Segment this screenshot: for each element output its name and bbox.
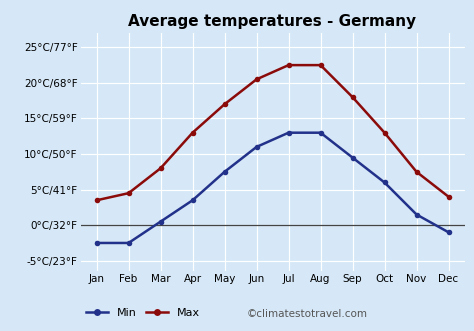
- Max: [94, 198, 100, 202]
- Max: [414, 170, 419, 174]
- Max: [446, 195, 451, 199]
- Min: [318, 131, 323, 135]
- Max: [382, 131, 387, 135]
- Min: [254, 145, 259, 149]
- Min: [414, 213, 419, 216]
- Max: [126, 191, 131, 195]
- Min: [158, 220, 164, 224]
- Min: [126, 241, 131, 245]
- Max: [350, 95, 356, 99]
- Legend: Min, Max: Min, Max: [86, 308, 200, 318]
- Max: [190, 131, 195, 135]
- Title: Average temperatures - Germany: Average temperatures - Germany: [128, 14, 417, 29]
- Line: Max: Max: [94, 62, 451, 203]
- Line: Min: Min: [94, 130, 451, 246]
- Max: [254, 77, 259, 81]
- Text: ©climatestotravel.com: ©climatestotravel.com: [246, 309, 367, 319]
- Min: [350, 156, 356, 160]
- Min: [286, 131, 292, 135]
- Max: [222, 102, 228, 106]
- Max: [318, 63, 323, 67]
- Max: [158, 166, 164, 170]
- Min: [94, 241, 100, 245]
- Max: [286, 63, 292, 67]
- Min: [222, 170, 228, 174]
- Min: [382, 180, 387, 184]
- Min: [190, 198, 195, 202]
- Min: [446, 230, 451, 234]
